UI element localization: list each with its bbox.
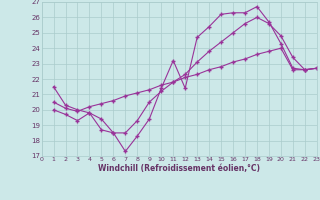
X-axis label: Windchill (Refroidissement éolien,°C): Windchill (Refroidissement éolien,°C) xyxy=(98,164,260,173)
